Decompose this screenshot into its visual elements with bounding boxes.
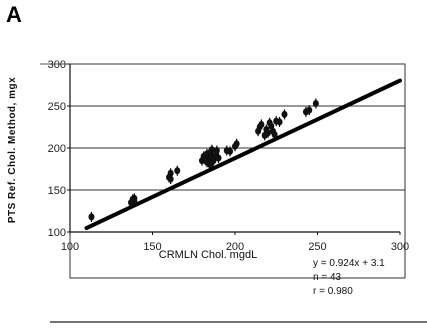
data-point-18 xyxy=(208,146,215,154)
panel-label: A xyxy=(6,2,22,27)
y-tick-200: 200 xyxy=(48,143,66,155)
data-point-42 xyxy=(312,99,319,107)
data-point-6 xyxy=(167,169,174,177)
y-tick-100: 100 xyxy=(48,227,66,239)
data-point-24 xyxy=(227,147,234,155)
x-tick-labels: 100 150 200 250 300 xyxy=(61,232,409,253)
data-point-7 xyxy=(167,175,174,183)
x-axis-title: CRMLN Chol. mgdL xyxy=(159,249,257,261)
stats-box: y = 0.924x + 3.1 n = 43 r = 0.980 xyxy=(313,257,385,299)
x-tick-250: 250 xyxy=(308,241,326,253)
data-point-36 xyxy=(271,131,278,139)
y-tick-labels: 100 150 200 250 300 xyxy=(48,59,70,239)
regression-line xyxy=(84,78,402,231)
data-point-29 xyxy=(258,120,265,128)
data-point-21 xyxy=(213,147,220,155)
data-point-8 xyxy=(174,167,181,175)
x-tick-200: 200 xyxy=(226,241,244,253)
data-point-38 xyxy=(276,118,283,126)
y-axis-title: PTS Ref. Chol. Method, mgx xyxy=(7,77,18,223)
sample-size: n = 43 xyxy=(313,272,342,283)
x-tick-150: 150 xyxy=(143,241,161,253)
data-point-0 xyxy=(88,213,95,221)
data-point-39 xyxy=(281,110,288,118)
y-tick-150: 150 xyxy=(48,185,66,197)
data-point-22 xyxy=(215,154,222,162)
y-tick-250: 250 xyxy=(48,101,66,113)
data-point-4 xyxy=(131,197,138,205)
regression-equation: y = 0.924x + 3.1 xyxy=(313,258,385,269)
data-point-41 xyxy=(306,106,313,114)
x-tick-300: 300 xyxy=(391,241,409,253)
x-tick-100: 100 xyxy=(61,241,79,253)
data-point-32 xyxy=(265,129,271,137)
data-points xyxy=(88,98,319,222)
y-tick-300: 300 xyxy=(48,59,66,71)
correlation: r = 0.980 xyxy=(313,286,353,297)
data-point-26 xyxy=(233,140,240,148)
grid-lines xyxy=(70,63,405,191)
